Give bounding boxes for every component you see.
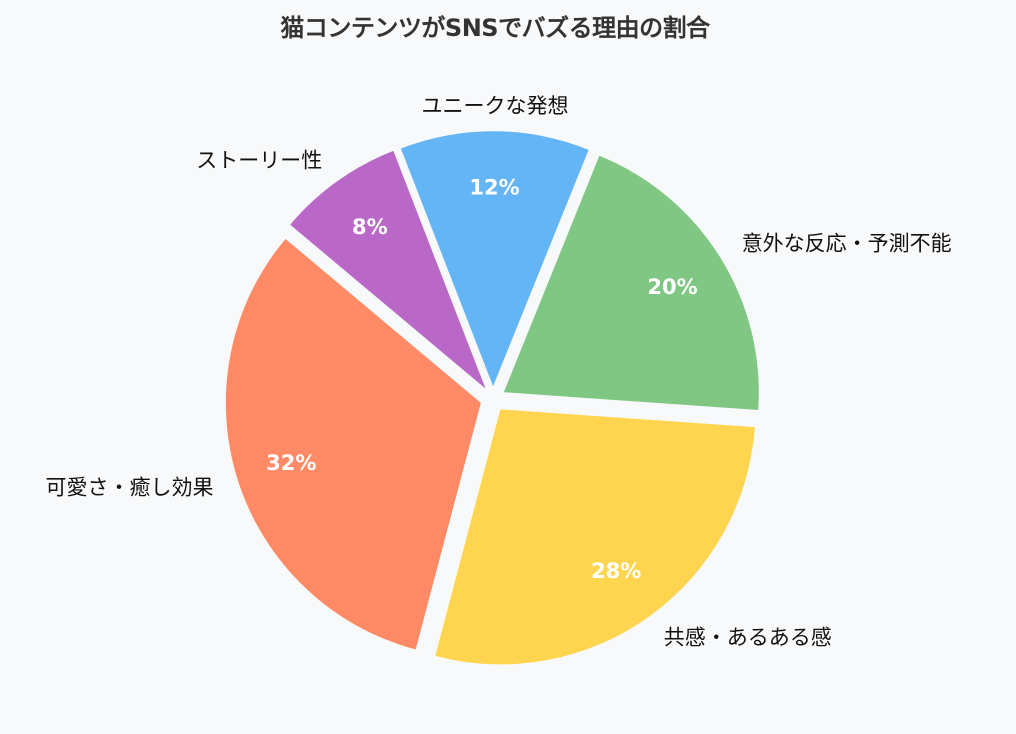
pie-slices — [225, 131, 759, 665]
pie-slice — [290, 150, 486, 389]
percentage-label: 28% — [591, 559, 641, 583]
pie-slice — [400, 131, 589, 387]
pie-slice — [435, 409, 755, 665]
category-label: 可愛さ・癒し効果 — [45, 476, 213, 500]
pie-slice — [225, 238, 481, 650]
percentage-label: 20% — [647, 275, 697, 299]
chart-title: 猫コンテンツがSNSでバズる理由の割合 — [280, 14, 710, 42]
percentage-label: 8% — [352, 215, 388, 239]
percentage-label: 12% — [469, 175, 519, 199]
category-label: 意外な反応・予測不能 — [742, 232, 952, 256]
percentage-label: 32% — [266, 451, 316, 475]
category-label: 共感・あるある感 — [664, 625, 832, 649]
percentage-labels: 32% 28% 20% 12% 8% — [266, 175, 697, 583]
category-label: ユニークな発想 — [422, 94, 569, 118]
pie-slice — [503, 155, 759, 411]
category-label: ストーリー性 — [196, 149, 322, 173]
